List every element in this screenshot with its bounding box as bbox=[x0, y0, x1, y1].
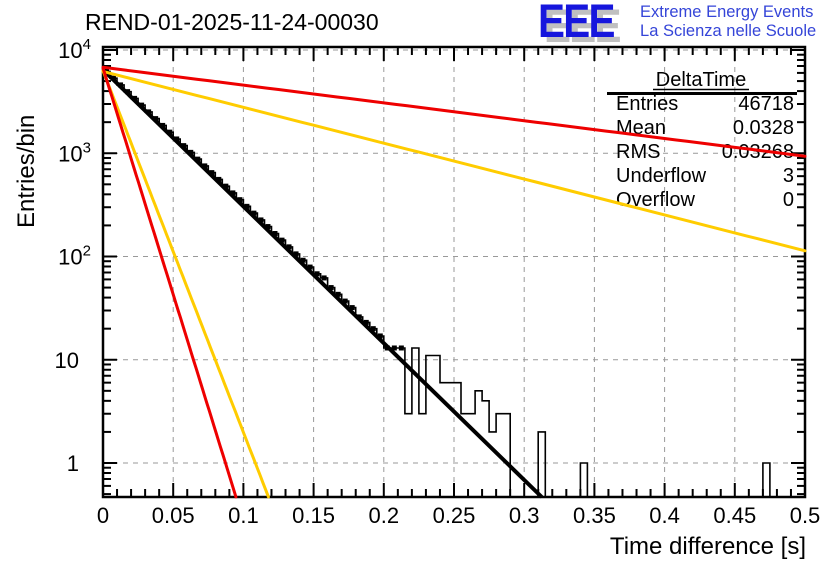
histogram-marker bbox=[293, 251, 299, 257]
eee-logo-subtitle: Extreme Energy Events La Scienza nelle S… bbox=[640, 3, 816, 41]
y-axis-title: Entries/bin bbox=[13, 115, 40, 228]
histogram-marker bbox=[321, 275, 327, 281]
red-slow-reference bbox=[101, 65, 807, 158]
histogram-marker bbox=[377, 333, 383, 339]
histogram-marker bbox=[258, 217, 264, 223]
x-tick-label: 0.15 bbox=[292, 503, 335, 528]
y-tick-label: 10 bbox=[55, 348, 79, 373]
x-tick-label: 0.4 bbox=[649, 503, 680, 528]
histogram-marker bbox=[363, 319, 369, 325]
stats-box: DeltaTime Entries 46718 Mean 0.0328 RMS … bbox=[607, 69, 797, 211]
stats-value-mean: 0.0328 bbox=[733, 117, 794, 139]
page-title: REND-01-2025-11-24-00030 bbox=[85, 9, 379, 35]
x-tick-label: 0.1 bbox=[228, 503, 259, 528]
histogram-marker bbox=[391, 345, 397, 351]
axis-labels: Time difference [s] Entries/bin 0 0.05 0.1… bbox=[13, 36, 820, 560]
x-tick-label: 0.3 bbox=[509, 503, 540, 528]
red-steep-reference bbox=[101, 66, 238, 499]
histogram-marker bbox=[286, 244, 292, 250]
y-tick-label: 102 bbox=[58, 243, 91, 270]
x-tick-label: 0.5 bbox=[790, 503, 821, 528]
eee-logo-subtitle-line1: Extreme Energy Events bbox=[640, 3, 814, 21]
histogram-marker bbox=[195, 156, 201, 162]
y-tick-label: 103 bbox=[58, 139, 91, 166]
histogram-marker bbox=[300, 257, 306, 263]
histogram-marker bbox=[307, 264, 313, 270]
histogram-marker bbox=[314, 271, 320, 277]
histogram-marker bbox=[209, 170, 215, 176]
histogram-marker bbox=[342, 298, 348, 304]
stats-label-entries: Entries bbox=[616, 93, 678, 115]
histogram-marker bbox=[335, 291, 341, 297]
histogram-marker bbox=[244, 203, 250, 209]
histogram-marker bbox=[272, 231, 278, 237]
eee-logo-text: EEE bbox=[538, 0, 615, 47]
x-tick-label: 0.25 bbox=[433, 503, 476, 528]
histogram-marker bbox=[328, 285, 334, 291]
y-tick-label: 104 bbox=[58, 36, 91, 63]
histogram-marker bbox=[223, 183, 229, 189]
stats-value-entries: 46718 bbox=[738, 93, 794, 115]
x-tick-label: 0.2 bbox=[369, 503, 400, 528]
stats-value-overflow: 0 bbox=[783, 189, 794, 211]
histogram-marker bbox=[237, 197, 243, 203]
x-tick-label: 0.45 bbox=[713, 503, 756, 528]
stats-label-underflow: Underflow bbox=[616, 165, 707, 187]
gridlines bbox=[103, 47, 805, 497]
reference-curves bbox=[101, 65, 807, 499]
histogram-marker bbox=[202, 163, 208, 169]
eee-logo: EEE Extreme Energy Events La Scienza nel… bbox=[538, 0, 816, 47]
yellow-slow-reference bbox=[101, 69, 807, 253]
histogram-marker bbox=[230, 190, 236, 196]
x-tick-label: 0.35 bbox=[573, 503, 616, 528]
y-tick-label: 1 bbox=[67, 451, 79, 476]
x-axis-title: Time difference [s] bbox=[610, 533, 806, 560]
histogram-marker bbox=[265, 224, 271, 230]
stats-title: DeltaTime bbox=[656, 69, 746, 91]
histogram-outline bbox=[102, 70, 805, 498]
x-tick-label: 0.05 bbox=[152, 503, 195, 528]
histogram bbox=[102, 68, 805, 498]
histogram-marker bbox=[370, 326, 376, 332]
x-tick-label: 0 bbox=[97, 503, 109, 528]
stats-label-overflow: Overflow bbox=[616, 189, 695, 211]
fit-line-layer bbox=[101, 68, 544, 499]
stats-label-rms: RMS bbox=[616, 141, 660, 163]
yellow-steep-reference bbox=[101, 69, 270, 499]
histogram-marker bbox=[279, 237, 285, 243]
eee-logo-subtitle-line2: La Scienza nelle Scuole bbox=[640, 22, 817, 40]
histogram-marker bbox=[349, 305, 355, 311]
histogram-marker bbox=[251, 210, 257, 216]
histogram-marker bbox=[398, 345, 404, 351]
exponential-fit bbox=[101, 68, 544, 499]
histogram-marker bbox=[216, 176, 222, 182]
stats-value-underflow: 3 bbox=[783, 165, 794, 187]
